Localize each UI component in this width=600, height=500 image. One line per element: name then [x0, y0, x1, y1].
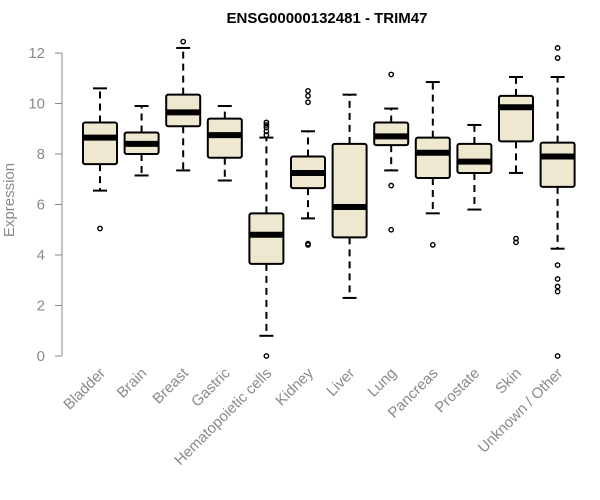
box	[456, 142, 493, 174]
box	[206, 117, 243, 159]
x-tick-label: Liver	[323, 365, 358, 400]
y-axis: 0 2 4 6 8 10 12	[28, 45, 63, 365]
outlier-point	[429, 241, 436, 248]
box-group	[165, 38, 202, 172]
x-tick-label: Breast	[149, 364, 192, 407]
x-tick-label: Bladder	[60, 365, 109, 414]
box-group	[123, 105, 160, 177]
box-group	[331, 93, 368, 299]
y-axis-label: Expression	[1, 163, 18, 237]
y-tick-label: 10	[28, 96, 45, 113]
outlier-point	[554, 45, 561, 51]
outlier-point	[554, 283, 561, 290]
box	[414, 136, 451, 179]
y-tick-label: 8	[37, 146, 45, 163]
y-tick-label: 6	[37, 197, 45, 214]
x-tick-label: Skin	[492, 365, 525, 398]
outlier-point	[263, 119, 270, 126]
outlier-point	[180, 38, 187, 45]
outlier-point	[305, 240, 311, 247]
plot-area	[82, 38, 576, 359]
outlier-point	[388, 71, 395, 78]
x-tick-label: Prostate	[432, 365, 484, 417]
box	[248, 212, 285, 265]
outlier-point	[305, 87, 311, 94]
y-tick-label: 12	[28, 45, 45, 62]
outlier-point	[305, 93, 311, 99]
x-tick-label: Brain	[114, 365, 151, 402]
outlier-point	[554, 288, 561, 295]
outlier-point	[513, 235, 519, 242]
outlier-point	[554, 262, 561, 268]
box-group	[248, 119, 285, 359]
outlier-point	[305, 99, 311, 106]
outlier-point	[388, 226, 395, 233]
box-group	[456, 123, 493, 211]
outlier-point	[263, 353, 270, 359]
y-tick-label: 0	[37, 348, 45, 365]
outlier-point	[554, 55, 561, 61]
y-tick-label: 2	[37, 298, 45, 315]
outlier-point	[263, 122, 270, 128]
box-group	[290, 87, 326, 248]
box	[539, 141, 576, 188]
box	[498, 94, 534, 143]
y-tick-label: 4	[37, 247, 45, 264]
box-group	[206, 105, 243, 182]
box-group	[414, 81, 451, 248]
box-group	[539, 45, 576, 359]
outlier-point	[97, 225, 103, 232]
x-tick-label: Lung	[364, 365, 400, 401]
outlier-point	[554, 353, 561, 359]
outlier-point	[388, 182, 395, 189]
box	[331, 142, 368, 239]
box	[82, 121, 118, 166]
chart-title: ENSG00000132481 - TRIM47	[227, 10, 428, 27]
x-tick-label: Kidney	[272, 364, 317, 409]
box-group	[498, 75, 534, 246]
box-group	[82, 87, 118, 232]
outlier-point	[554, 276, 561, 282]
box-group	[373, 71, 410, 233]
